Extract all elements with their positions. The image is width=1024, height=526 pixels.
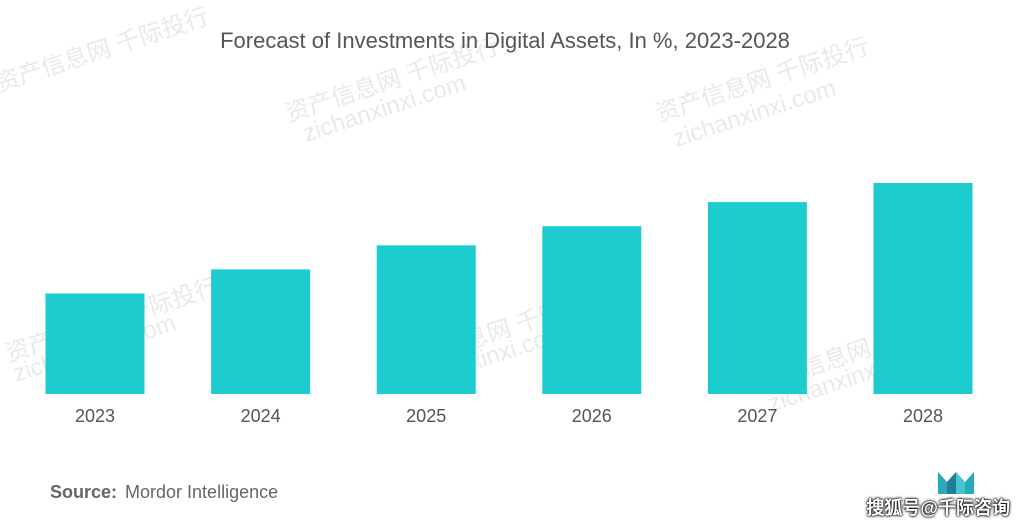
x-tick-label: 2023 — [75, 406, 115, 426]
bar-2028 — [873, 183, 973, 394]
bar-2027 — [707, 202, 807, 394]
x-tick-label: 2027 — [737, 406, 777, 426]
bar-2025 — [376, 245, 476, 394]
x-tick-label: 2025 — [406, 406, 446, 426]
mordor-logo-icon — [938, 472, 974, 494]
source-note: Source: Mordor Intelligence — [50, 482, 278, 503]
bar-2026 — [542, 226, 642, 394]
bar-2023 — [45, 293, 145, 394]
source-label: Source: — [50, 482, 118, 502]
bar-2024 — [211, 269, 311, 394]
x-tick-label: 2028 — [903, 406, 943, 426]
chart-title: Forecast of Investments in Digital Asset… — [220, 28, 790, 53]
watermark-bottom: 搜狐号@千际咨询 — [866, 498, 1010, 518]
x-tick-label: 2024 — [241, 406, 281, 426]
source-value: Mordor Intelligence — [125, 482, 279, 502]
x-tick-label: 2026 — [572, 406, 612, 426]
